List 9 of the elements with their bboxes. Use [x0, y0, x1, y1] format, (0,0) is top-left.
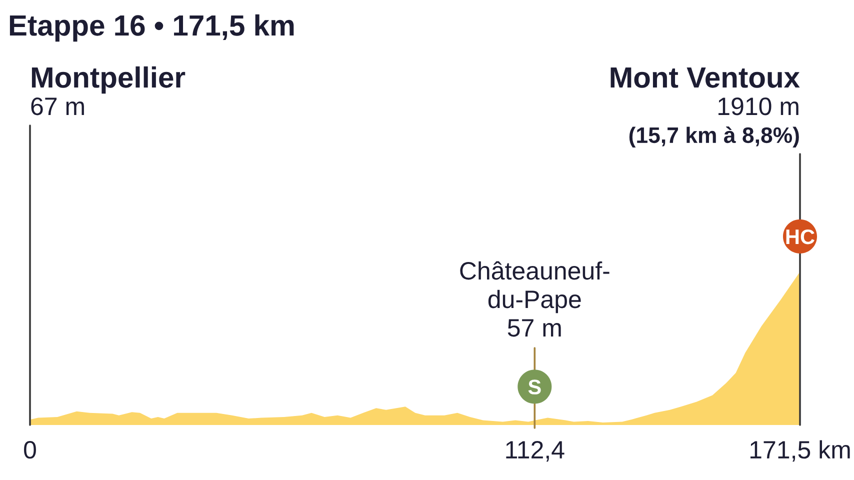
- x-tick-label: 171,5 km: [750, 440, 850, 462]
- x-tick-label: 112,4: [506, 440, 564, 462]
- annotation: HC: [786, 229, 814, 244]
- chart-title: Etappe 16 • 171,5 km: [10, 14, 294, 42]
- ref-line-label: Châteauneuf- du-Pape 57 m: [460, 261, 610, 337]
- annotation: S: [528, 380, 541, 394]
- x-tick-label: 0: [24, 440, 36, 459]
- ref-line-label: Mont Ventoux 1910 m (15,7 km à 8,8%): [610, 67, 800, 148]
- ref-line-label: Montpellier 67 m: [31, 66, 186, 116]
